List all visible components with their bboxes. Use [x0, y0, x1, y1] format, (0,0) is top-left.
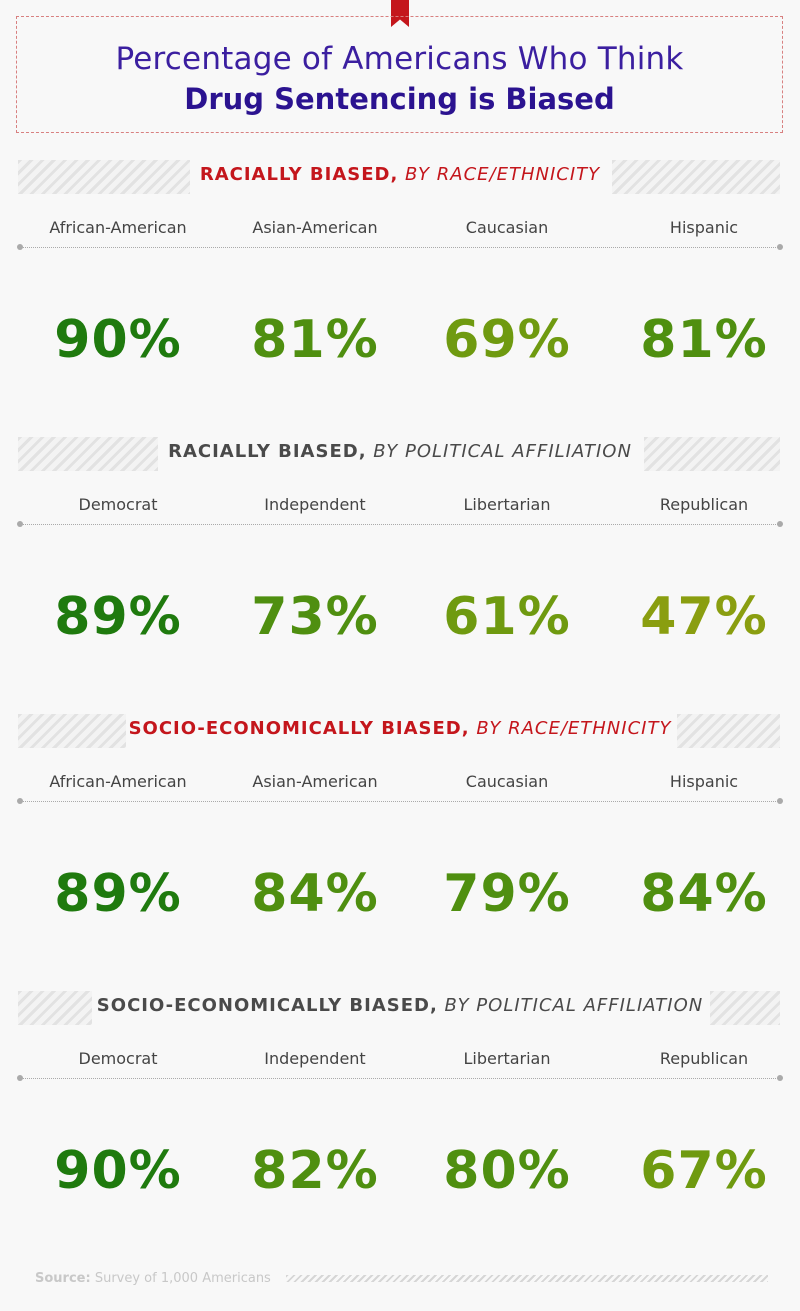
heading-hatch-right [710, 991, 780, 1025]
category-label: Libertarian [463, 495, 551, 514]
section-heading: RACIALLY BIASED, BY POLITICAL AFFILIATIO… [0, 441, 800, 462]
category-label: Democrat [78, 495, 158, 514]
category-label: Caucasian [465, 772, 549, 791]
percentage-value: 82% [251, 1141, 379, 1201]
category-label: Republican [659, 495, 749, 514]
percentage-value: 69% [443, 310, 571, 370]
category-label: African-American [49, 772, 187, 791]
category-label: Republican [659, 1049, 749, 1068]
heading-hatch-right [612, 160, 780, 194]
percentage-value: 89% [54, 864, 182, 924]
divider-dot [777, 244, 783, 250]
percentage-value: 84% [251, 864, 379, 924]
percentage-value: 47% [640, 587, 768, 647]
section-heading-bold: SOCIO-ECONOMICALLY BIASED, [128, 718, 470, 739]
chart-section: RACIALLY BIASED, BY POLITICAL AFFILIATIO… [0, 437, 800, 707]
page-title: Percentage of Americans Who Think [115, 41, 684, 77]
section-heading: SOCIO-ECONOMICALLY BIASED, BY RACE/ETHNI… [0, 718, 800, 739]
divider-dot [17, 521, 23, 527]
percentage-value: 81% [640, 310, 768, 370]
heading-hatch-left [18, 160, 190, 194]
category-label: Hispanic [669, 218, 739, 237]
percentage-value: 89% [54, 587, 182, 647]
percentage-value: 90% [54, 310, 182, 370]
chart-section: RACIALLY BIASED, BY RACE/ETHNICITY Africa… [0, 160, 800, 430]
section-heading-bold: RACIALLY BIASED, [168, 441, 367, 462]
percentage-value: 84% [640, 864, 768, 924]
divider-dot [777, 798, 783, 804]
percentage-value: 81% [251, 310, 379, 370]
heading-hatch-right [677, 714, 780, 748]
category-label: Hispanic [669, 772, 739, 791]
category-label: Democrat [78, 1049, 158, 1068]
source-note: Source: Survey of 1,000 Americans [35, 1271, 271, 1286]
section-divider [20, 1078, 780, 1079]
section-divider [20, 247, 780, 248]
chart-section: SOCIO-ECONOMICALLY BIASED, BY RACE/ETHNI… [0, 714, 800, 984]
category-label: African-American [49, 218, 187, 237]
section-heading-bold: RACIALLY BIASED, [199, 164, 399, 185]
source-divider [286, 1275, 768, 1282]
heading-hatch-left [18, 991, 92, 1025]
source-label: Source: [35, 1271, 91, 1286]
percentage-value: 79% [443, 864, 571, 924]
percentage-value: 67% [640, 1141, 768, 1201]
percentage-value: 61% [443, 587, 571, 647]
percentage-value: 73% [251, 587, 379, 647]
category-label: Independent [264, 495, 366, 514]
category-label: Asian-American [252, 772, 378, 791]
title-box: Percentage of Americans Who Think Drug S… [16, 16, 783, 133]
page-subtitle: Drug Sentencing is Biased [184, 82, 615, 116]
divider-dot [17, 1075, 23, 1081]
heading-hatch-right [644, 437, 780, 471]
section-heading: SOCIO-ECONOMICALLY BIASED, BY POLITICAL … [0, 995, 800, 1016]
section-heading-italic: BY POLITICAL AFFILIATION [437, 995, 704, 1016]
section-divider [20, 524, 780, 525]
divider-dot [17, 244, 23, 250]
divider-dot [777, 1075, 783, 1081]
section-divider [20, 801, 780, 802]
section-heading-bold: SOCIO-ECONOMICALLY BIASED, [96, 995, 438, 1016]
section-heading-italic: BY RACE/ETHNICITY [398, 164, 601, 185]
percentage-value: 90% [54, 1141, 182, 1201]
section-heading: RACIALLY BIASED, BY RACE/ETHNICITY [0, 164, 800, 185]
source-text: Survey of 1,000 Americans [94, 1271, 271, 1286]
chart-section: SOCIO-ECONOMICALLY BIASED, BY POLITICAL … [0, 991, 800, 1261]
heading-hatch-left [18, 437, 158, 471]
bookmark-ribbon-icon [391, 0, 409, 27]
category-label: Asian-American [252, 218, 378, 237]
category-label: Independent [264, 1049, 366, 1068]
section-heading-italic: BY POLITICAL AFFILIATION [366, 441, 632, 462]
category-label: Caucasian [465, 218, 549, 237]
divider-dot [17, 798, 23, 804]
category-label: Libertarian [463, 1049, 551, 1068]
heading-hatch-left [18, 714, 126, 748]
section-heading-italic: BY RACE/ETHNICITY [469, 718, 672, 739]
divider-dot [777, 521, 783, 527]
percentage-value: 80% [443, 1141, 571, 1201]
